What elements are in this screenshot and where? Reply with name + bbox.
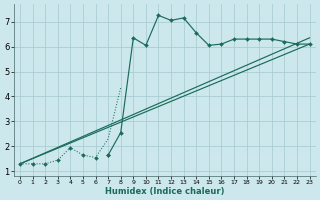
X-axis label: Humidex (Indice chaleur): Humidex (Indice chaleur) [105, 187, 225, 196]
